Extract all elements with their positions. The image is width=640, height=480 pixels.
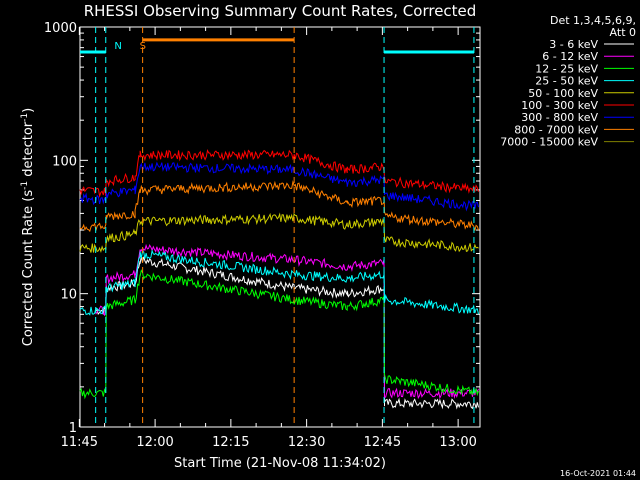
- legend-label: 50 - 100 keV: [528, 87, 598, 100]
- series-layer: [79, 148, 479, 410]
- x-tick-label: 12:00: [136, 435, 173, 450]
- y-tick-label: 100: [52, 154, 77, 169]
- x-tick-label: 12:45: [364, 435, 401, 450]
- legend-header-1: Det 1,3,4,5,6,9,: [550, 14, 636, 27]
- series-line: [95, 255, 479, 410]
- plot-frame: [79, 26, 481, 428]
- x-tick-label: 13:00: [439, 435, 476, 450]
- y-label-part2: detector: [21, 121, 36, 181]
- legend-label: 6 - 12 keV: [542, 50, 598, 63]
- legend-label: 3 - 6 keV: [549, 38, 598, 51]
- legend-label: 25 - 50 keV: [535, 75, 598, 88]
- y-label-sup1: -1: [20, 181, 30, 190]
- y-tick-label: 1000: [44, 21, 77, 36]
- x-axis-label: Start Time (21-Nov-08 11:34:02): [174, 456, 386, 471]
- series-line: [79, 212, 479, 254]
- x-tick-label: 11:45: [61, 435, 98, 450]
- series-line: [79, 148, 479, 198]
- y-label-sup2: -1: [20, 113, 30, 122]
- legend-label: 800 - 7000 keV: [514, 123, 598, 136]
- legend-label: 12 - 25 keV: [535, 62, 598, 75]
- legend-label: 300 - 800 keV: [521, 111, 598, 124]
- x-tick-label: 12:15: [212, 435, 249, 450]
- series-line: [79, 269, 479, 400]
- x-tick-label: 12:30: [288, 435, 325, 450]
- chart-title: RHESSI Observing Summary Count Rates, Co…: [84, 2, 477, 20]
- y-tick-label: 10: [60, 288, 77, 303]
- flag-annotation: S: [140, 41, 146, 52]
- y-label-part3: ): [21, 108, 36, 113]
- timestamp: 16-Oct-2021 01:44: [560, 469, 636, 478]
- y-tick-label: 1: [69, 421, 77, 436]
- series-line: [79, 248, 479, 316]
- y-label-part1: Corrected Count Rate (s: [21, 190, 36, 347]
- legend-label: 7000 - 15000 keV: [500, 136, 598, 149]
- series-line: [95, 243, 479, 400]
- legend-label: 100 - 300 keV: [521, 99, 598, 112]
- y-axis-label: Corrected Count Rate (s-1 detector-1): [20, 108, 36, 346]
- axis-ticks: 1 10 100 1000 11:45 12:00 12:15 12:30 12:45 13:00: [44, 21, 480, 450]
- flag-annotation: N: [114, 41, 121, 52]
- legend-header-2: Att 0: [610, 26, 636, 39]
